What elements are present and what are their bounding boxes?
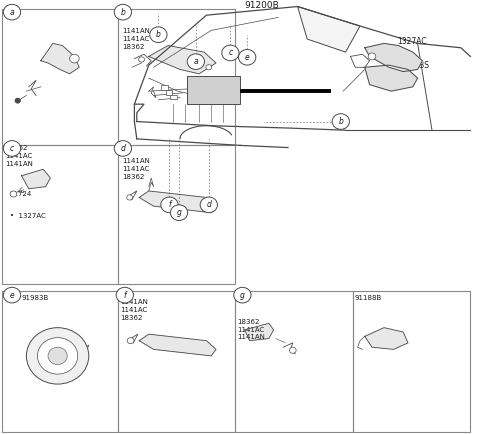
Bar [2,291,118,432]
Bar [166,90,172,95]
Circle shape [139,57,144,62]
Text: f: f [123,291,126,299]
Text: 18362
1141AC
1141AN: 18362 1141AC 1141AN [5,145,33,167]
Text: b: b [338,117,343,126]
Polygon shape [298,7,360,52]
Circle shape [127,195,132,200]
Circle shape [3,287,21,303]
Text: b: b [156,30,161,39]
Circle shape [15,99,20,103]
Circle shape [368,53,376,60]
Circle shape [170,205,188,220]
Circle shape [289,347,296,353]
Text: d: d [120,144,125,153]
Polygon shape [365,328,408,349]
Text: g: g [240,291,245,299]
Polygon shape [245,323,274,341]
Circle shape [206,65,212,70]
Text: g: g [177,208,181,217]
Text: •  1327AC: • 1327AC [10,213,45,219]
Circle shape [114,141,132,156]
Circle shape [3,4,21,20]
Text: a: a [193,57,198,66]
Text: a: a [10,8,14,16]
Bar [170,95,177,99]
Text: 91453S: 91453S [401,62,430,70]
Circle shape [26,328,89,384]
Polygon shape [139,334,216,356]
Circle shape [114,4,132,20]
Bar [2,145,118,284]
Text: c: c [228,49,232,57]
Text: b: b [120,8,125,16]
Text: 91200B: 91200B [244,1,279,10]
Bar [353,291,470,432]
Text: 18362
1141AC
1141AN: 18362 1141AC 1141AN [237,319,265,341]
Bar [118,145,235,284]
Text: 1141AN
1141AC
18362: 1141AN 1141AC 18362 [122,158,150,180]
Circle shape [150,27,167,43]
Circle shape [37,338,78,374]
Polygon shape [41,43,79,74]
Polygon shape [22,169,50,189]
Bar [161,85,168,90]
Text: 91983B: 91983B [22,295,49,301]
Text: d: d [206,201,211,209]
Text: f: f [168,201,171,209]
Text: 1141AN
1141AC
18362: 1141AN 1141AC 18362 [122,28,150,50]
Bar [2,9,118,145]
Circle shape [70,54,79,63]
Circle shape [222,45,239,61]
Circle shape [332,114,349,129]
Bar [118,9,235,145]
Text: 91188B: 91188B [354,295,382,301]
Text: 91724: 91724 [10,191,32,197]
Circle shape [116,287,133,303]
Polygon shape [365,65,418,91]
Circle shape [10,191,17,197]
Polygon shape [139,191,216,213]
Circle shape [161,197,178,213]
Circle shape [3,141,21,156]
Polygon shape [365,43,422,72]
Circle shape [234,287,251,303]
Bar [235,291,353,432]
Circle shape [48,347,67,365]
Circle shape [200,197,217,213]
Text: e: e [245,53,250,62]
Polygon shape [149,46,216,74]
Text: e: e [10,291,14,299]
Text: 1327AC: 1327AC [397,37,427,46]
Text: 1141AN
1141AC
18362: 1141AN 1141AC 18362 [120,299,148,321]
Bar [118,291,235,432]
Bar [187,76,240,104]
Circle shape [239,49,256,65]
Circle shape [127,338,134,344]
Circle shape [187,54,204,69]
Text: c: c [10,144,14,153]
